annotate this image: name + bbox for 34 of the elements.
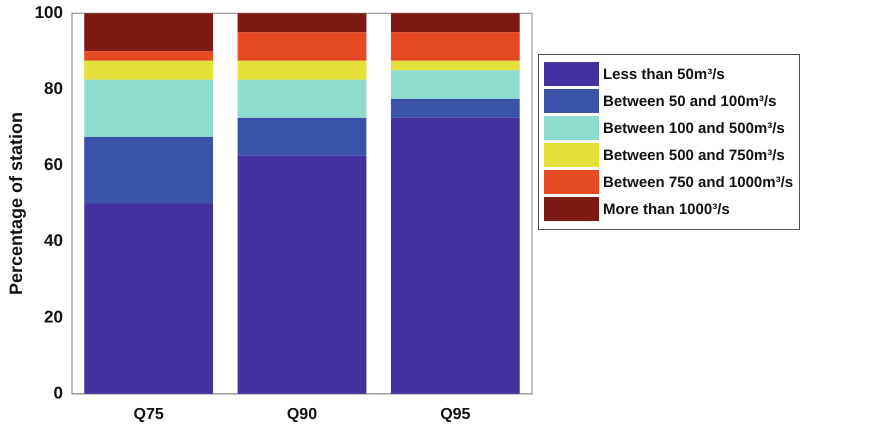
bar [390, 32, 520, 61]
x-tick-label: Q90 [286, 406, 318, 423]
bar [390, 70, 520, 99]
bar [84, 13, 214, 52]
bar [84, 80, 214, 137]
legend-label: Between 50 and 100m³/s [603, 92, 776, 110]
bar [390, 118, 520, 394]
bar [238, 80, 366, 118]
bar [238, 32, 366, 61]
legend-label: Between 750 and 1000m³/s [603, 174, 794, 190]
bar [238, 60, 366, 80]
bar [238, 118, 366, 156]
y-tick-label: 40 [44, 231, 63, 250]
y-axis-title: Percentage of station [6, 112, 26, 296]
y-tick-label: 0 [53, 383, 63, 402]
legend-label: Between 100 and 500m³/s [603, 120, 785, 136]
bar [84, 136, 214, 204]
bar [238, 13, 366, 32]
y-tick-label: 60 [44, 155, 63, 174]
bar [84, 60, 214, 80]
bar [84, 204, 214, 394]
legend-label: More than 1000³/s [603, 200, 730, 218]
x-tick-label: Q75 [134, 406, 164, 423]
legend-label: Less than 50m³/s [603, 66, 725, 82]
bar [238, 156, 366, 394]
y-tick-label: 80 [44, 79, 63, 98]
bar [84, 51, 214, 61]
bar [390, 60, 520, 70]
y-tick-label: 20 [44, 307, 63, 326]
legend-label: Between 500 and 750m³/s [603, 146, 785, 164]
y-tick-label: 100 [34, 2, 63, 22]
x-tick-label: Q95 [440, 406, 471, 423]
bar [390, 13, 520, 32]
bar [390, 98, 520, 118]
